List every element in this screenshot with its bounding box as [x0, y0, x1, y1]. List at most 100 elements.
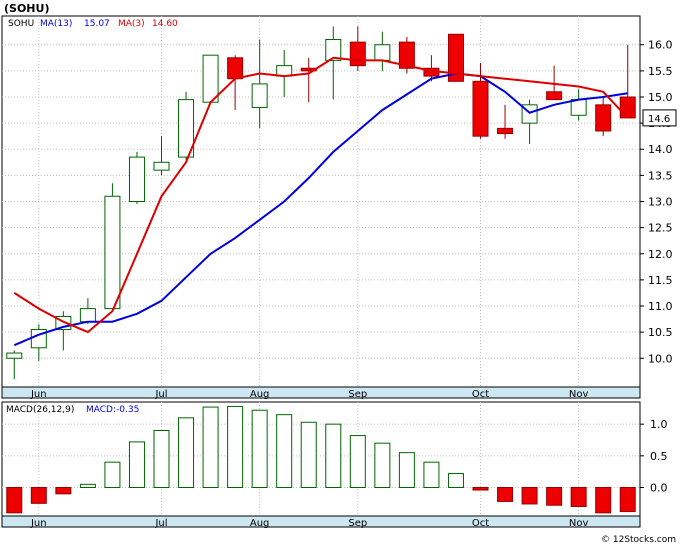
- candle-body: [251, 83, 268, 108]
- macd-bar: [128, 441, 145, 488]
- macd-x-axis-band: [1, 515, 641, 528]
- legend-macd-value: MACD:-0.35: [86, 405, 139, 415]
- macd-bar: [300, 421, 317, 488]
- candle-body: [374, 44, 391, 61]
- macd-bar: [202, 406, 219, 489]
- macd-x-tick-label: Jul: [154, 518, 167, 529]
- macd-bar: [227, 405, 244, 488]
- macd-bar: [153, 430, 170, 488]
- legend-ma3-value: 14.60: [152, 19, 178, 29]
- price-y-tick-label: 15.5: [648, 65, 673, 78]
- macd-bar: [55, 487, 72, 495]
- price-x-tick-label: Jul: [154, 389, 167, 400]
- candle-body: [570, 99, 587, 116]
- legend-ma13-value: 15.07: [84, 19, 110, 29]
- macd-bar: [570, 487, 587, 507]
- legend-ma3-label: MA(3): [118, 19, 145, 29]
- macd-bar: [30, 487, 47, 504]
- legend-ma13-label: MA(13): [40, 19, 72, 29]
- macd-bar: [521, 487, 538, 505]
- price-x-tick-label: Sep: [348, 389, 367, 400]
- macd-histogram: [6, 405, 636, 514]
- price-y-tick-label: 14.0: [648, 143, 673, 156]
- macd-bar: [619, 487, 636, 513]
- price-y-tick-label: 12.5: [648, 222, 673, 235]
- macd-bar: [349, 435, 366, 489]
- candle-body: [398, 41, 415, 69]
- price-x-axis: Jun Jul Aug Sep Oct Nov: [30, 389, 588, 400]
- macd-bar: [423, 461, 440, 488]
- price-y-tick-label: 15.0: [648, 91, 673, 104]
- moving-average-lines: [13, 56, 629, 347]
- price-y-tick-label: 11.5: [648, 274, 673, 287]
- candle-body: [178, 99, 195, 158]
- macd-bar: [546, 487, 563, 506]
- last-price-marker: 14.6: [642, 109, 677, 127]
- macd-x-tick-label: Sep: [348, 518, 367, 529]
- price-y-tick-label: 10.0: [648, 352, 673, 365]
- macd-bar: [472, 487, 489, 491]
- candle-body: [546, 91, 563, 101]
- price-x-axis-band: [1, 386, 641, 399]
- macd-y-axis: 0.0 0.5 1.0: [640, 418, 668, 495]
- macd-bar: [398, 452, 415, 488]
- price-x-tick-label: Oct: [472, 389, 489, 400]
- candle-body: [325, 39, 342, 61]
- macd-bar: [276, 414, 293, 488]
- candle-body: [447, 33, 464, 82]
- candle-body: [595, 104, 612, 132]
- price-legend: SOHU MA(13) 15.07 MA(3) 14.60: [8, 19, 178, 29]
- candle-body: [104, 195, 121, 310]
- macd-y-tick-label: 0.5: [650, 450, 668, 463]
- price-y-tick-label: 16.0: [648, 39, 673, 52]
- candle-body: [497, 127, 514, 135]
- macd-y-tick-label: 1.0: [650, 418, 668, 431]
- macd-x-tick-label: Aug: [250, 518, 270, 529]
- macd-x-tick-label: Nov: [569, 518, 589, 529]
- price-grid: [2, 16, 640, 387]
- ma3-line: [13, 56, 629, 334]
- price-x-tick-label: Jun: [30, 389, 47, 400]
- candle-body: [472, 80, 489, 137]
- price-y-tick-label: 13.5: [648, 169, 673, 182]
- macd-bar: [79, 483, 96, 489]
- macd-bar: [497, 487, 514, 502]
- macd-bar: [447, 473, 464, 489]
- macd-bar: [104, 461, 121, 488]
- price-y-tick-label: 10.5: [648, 326, 673, 339]
- candle-body: [619, 96, 636, 119]
- last-price-label: 14.6: [648, 114, 670, 125]
- macd-x-tick-label: Jun: [30, 518, 47, 529]
- candle-body: [227, 57, 244, 80]
- price-x-tick-label: Aug: [250, 389, 270, 400]
- candle-body: [79, 308, 96, 323]
- chart-title: (SOHU): [4, 2, 49, 15]
- legend-macd-params: MACD(26,12,9): [6, 405, 74, 415]
- legend-symbol: SOHU: [8, 19, 34, 29]
- macd-bar: [178, 417, 195, 489]
- price-x-tick-label: Nov: [569, 389, 589, 400]
- macd-bar: [6, 487, 23, 514]
- price-y-tick-label: 13.0: [648, 196, 673, 209]
- macd-bar: [374, 442, 391, 488]
- candle-body: [6, 352, 23, 359]
- price-y-tick-label: 12.0: [648, 248, 673, 261]
- candle-body: [276, 65, 293, 77]
- candle-body: [153, 161, 170, 171]
- macd-bar: [251, 409, 268, 489]
- price-panel-frame: [1, 15, 641, 399]
- last-price-box: [642, 109, 677, 127]
- price-y-tick-label: 11.0: [648, 300, 673, 313]
- macd-legend: MACD(26,12,9) MACD:-0.35: [6, 405, 139, 415]
- macd-y-tick-label: 0.0: [650, 482, 668, 495]
- macd-panel-frame: [1, 401, 641, 517]
- macd-x-axis: Jun Jul Aug Sep Oct Nov: [30, 518, 588, 529]
- macd-bar: [325, 423, 342, 488]
- ma13-line: [13, 72, 628, 347]
- macd-x-tick-label: Oct: [472, 518, 489, 529]
- candle-body: [128, 156, 145, 202]
- candle-body: [202, 54, 219, 103]
- macd-bar: [595, 487, 612, 514]
